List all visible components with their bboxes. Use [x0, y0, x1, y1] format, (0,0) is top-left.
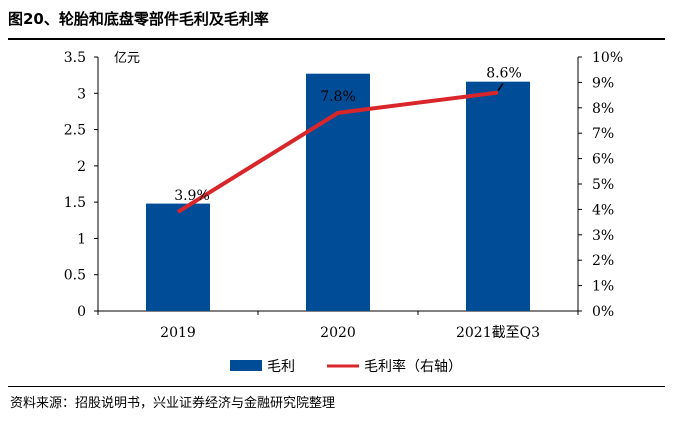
line-gross-margin	[176, 90, 499, 214]
x-tick-label: 2019	[160, 325, 196, 341]
combo-chart: 0 0.5 1 1.5 2 2.5 3 3.5 亿元 0% 1% 2% 3% 4% 5% 6% 7% 8% 9% 10…	[64, 50, 623, 375]
right-tick-label: 9%	[592, 75, 614, 91]
left-tick-label: 1.5	[64, 195, 86, 211]
right-tick-label: 5%	[592, 177, 614, 193]
left-tick-label: 0	[77, 304, 86, 320]
bar-gross-profit	[146, 203, 210, 311]
legend-bar-label: 毛利	[267, 359, 295, 375]
right-tick-label: 2%	[592, 253, 614, 269]
left-tick-label: 2.5	[64, 123, 86, 139]
bar-gross-profit	[466, 81, 530, 311]
right-tick-label: 8%	[592, 101, 614, 117]
right-tick-label: 10%	[592, 50, 623, 66]
source-divider	[8, 386, 665, 387]
right-tick-label: 3%	[592, 228, 614, 244]
left-axis-unit: 亿元	[114, 51, 140, 66]
left-tick-label: 3	[77, 86, 86, 102]
data-label: 8.6%	[486, 66, 522, 82]
left-tick-label: 1	[77, 231, 86, 247]
data-label: 3.9%	[174, 188, 210, 204]
title-divider	[8, 38, 665, 40]
right-tick-label: 1%	[592, 279, 614, 295]
data-label-leader	[497, 83, 504, 91]
right-tick-label: 7%	[592, 126, 614, 142]
figure-title: 图20、轮胎和底盘零部件毛利及毛利率	[8, 10, 269, 28]
data-label: 7.8%	[320, 89, 356, 105]
right-tick-label: 6%	[592, 152, 614, 168]
x-tick-label: 2020	[320, 325, 356, 341]
right-tick-label: 0%	[592, 304, 614, 320]
legend-bar-swatch	[230, 360, 262, 371]
left-tick-label: 3.5	[64, 50, 86, 66]
left-tick-label: 2	[77, 159, 86, 175]
right-tick-label: 4%	[592, 202, 614, 218]
source-note: 资料来源：招股说明书，兴业证券经济与金融研究院整理	[10, 396, 336, 411]
left-tick-label: 0.5	[64, 268, 86, 284]
x-tick-label: 2021截至Q3	[456, 325, 540, 341]
legend-line-label: 毛利率（右轴）	[364, 358, 462, 375]
